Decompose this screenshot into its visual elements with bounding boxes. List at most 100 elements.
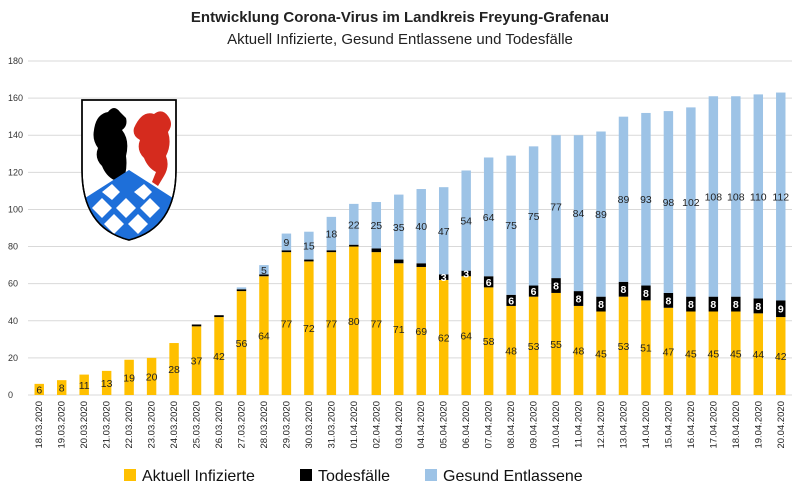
data-label: 53 [528,341,540,353]
bar-segment [731,296,741,312]
bar-segment [438,279,449,395]
bar-segment [731,311,741,395]
bar-segment [708,96,719,297]
x-tick-label: 27.03.2020 [236,401,247,449]
bar-segment [776,317,786,395]
bar-segment [596,131,606,297]
x-tick-label: 13.04.2020 [618,401,629,449]
bar-segment [753,298,764,314]
bar-segment [528,146,539,286]
data-label: 8 [688,299,694,311]
data-label: 71 [393,324,405,336]
bar-segment [214,315,224,318]
chart-subtitle: Aktuell Infizierte, Gesund Entlassene un… [227,31,573,48]
data-label: 93 [640,194,652,206]
bar-segment [641,112,651,286]
x-tick-label: 18.03.2020 [34,401,45,449]
bar-segment [776,92,786,301]
x-tick-label: 16.04.2020 [686,401,697,449]
y-tick-label: 40 [8,316,18,326]
x-tick-label: 03.04.2020 [394,401,405,449]
data-label: 8 [59,383,65,395]
data-label: 58 [483,336,495,348]
bar-segment [528,285,539,297]
data-label: 77 [281,319,293,331]
bar-segment [663,292,674,308]
data-label: 3 [463,268,469,280]
data-label: 55 [550,339,562,351]
data-label: 6 [36,384,42,396]
bar-segment [483,287,494,395]
data-label: 42 [213,351,225,363]
data-label: 48 [505,345,517,357]
data-label: 22 [348,219,360,231]
data-label: 45 [685,348,697,360]
bar-segment [483,157,494,277]
legend-swatch [425,469,437,481]
bar-segment [191,326,202,395]
bar-segment [708,296,719,312]
data-label: 9 [283,237,289,249]
y-tick-label: 100 [8,204,23,214]
x-tick-label: 19.03.2020 [57,401,68,449]
y-tick-label: 160 [8,93,23,103]
data-label: 28 [168,364,180,376]
data-label: 19 [123,372,135,384]
bar-segment [506,155,516,295]
y-tick-label: 20 [8,353,18,363]
bar-segment [686,311,696,395]
legend-label: Todesfälle [318,468,390,485]
data-label: 69 [415,326,427,338]
bar-segment [304,231,314,260]
data-label: 42 [775,351,787,363]
data-label: 102 [682,197,700,209]
bar-segment [326,216,337,251]
bar-segment [708,311,719,395]
x-tick-label: 14.04.2020 [641,401,652,449]
y-tick-label: 140 [8,130,23,140]
bar-segment [753,313,764,395]
bar-segment [169,343,179,395]
bar-segment [753,94,764,299]
x-tick-label: 11.04.2020 [574,401,585,448]
legend: Aktuell Infizierte Todesfälle Gesund Entla… [124,468,583,485]
data-label: 18 [326,229,338,241]
bar-segment [259,274,269,277]
data-label: 8 [643,288,649,300]
bar-segment [394,259,404,264]
x-tick-label: 17.04.2020 [708,401,719,449]
bar-segment [461,276,471,395]
data-label: 40 [415,221,427,233]
x-tick-label: 18.04.2020 [731,401,742,449]
x-tick-label: 30.03.2020 [304,401,315,449]
bar-segment [686,107,696,297]
x-tick-label: 24.03.2020 [169,401,180,449]
x-axis: 18.03.2020 19.03.2020 20.03.2020 21.03.2020… [34,401,787,449]
bar-segment [551,135,561,279]
data-label: 72 [303,323,315,335]
bar-segment [573,135,584,292]
data-label: 3 [441,272,447,284]
bar-segment [349,246,359,395]
data-label: 77 [550,202,562,214]
data-label: 45 [730,348,742,360]
bar-segment [596,311,606,395]
bar-segment [146,357,157,395]
x-tick-label: 09.04.2020 [529,401,540,449]
bar-segment [281,233,292,251]
coat-of-arms-logo [81,99,177,241]
data-label: 8 [576,294,582,306]
data-label: 89 [618,194,630,206]
bar-segment [461,170,471,271]
x-tick-label: 02.04.2020 [371,401,382,449]
data-label: 13 [101,378,113,390]
bar-segment [326,252,337,395]
data-label: 6 [486,277,492,289]
y-tick-label: 180 [8,56,23,66]
data-label: 6 [531,286,537,298]
data-label: 20 [146,371,158,383]
bar-segment [663,111,674,293]
x-tick-label: 19.04.2020 [753,401,764,449]
